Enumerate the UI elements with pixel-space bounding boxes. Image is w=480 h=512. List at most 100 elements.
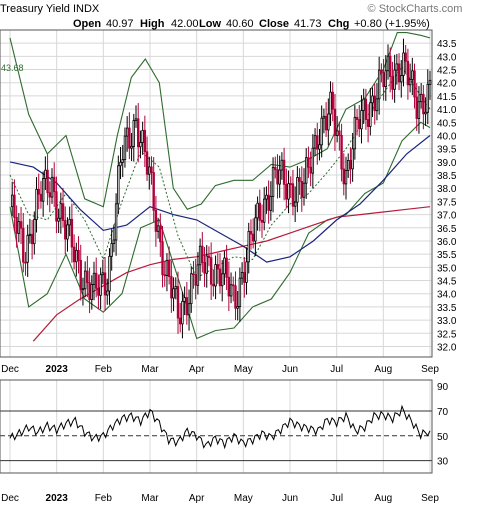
main-y-tick-label: 40.0	[437, 131, 457, 142]
candle-up	[68, 218, 71, 226]
close-label: Close	[259, 18, 289, 30]
candle-down	[307, 157, 310, 168]
rsi-y-tick-label: 30	[437, 457, 449, 468]
main-x-tick-label: Apr	[189, 364, 205, 375]
rsi-panel-border	[0, 379, 433, 474]
candle-down	[260, 219, 264, 223]
candle-up	[17, 221, 21, 234]
candle-down	[218, 268, 222, 287]
candle-up	[426, 83, 429, 113]
candle-up	[90, 284, 93, 300]
candle-up	[106, 290, 109, 296]
rsi-x-axis: Dec 2023 Feb Mar Apr May Jun Jul Aug Sep	[1, 493, 439, 504]
watermark: © StockCharts.com	[368, 3, 463, 15]
rsi-x-tick-label: Mar	[141, 493, 159, 504]
candle-down	[170, 276, 173, 299]
main-y-tick-label: 34.0	[437, 290, 457, 301]
candle-down	[333, 108, 337, 136]
candle-down	[167, 259, 171, 277]
candle-down	[324, 115, 328, 131]
candle-up	[384, 70, 387, 87]
chg-label: Chg	[328, 18, 349, 30]
candle-up	[11, 194, 14, 208]
candle-down	[234, 285, 237, 309]
main-y-tick-label: 38.0	[437, 184, 457, 195]
candle-up	[33, 219, 36, 245]
candle-down	[366, 119, 370, 127]
candle-up	[108, 255, 111, 292]
candle-up	[302, 182, 306, 198]
candle-up	[44, 169, 47, 179]
rsi-x-tick-label: May	[234, 493, 253, 504]
candle-down	[15, 216, 18, 234]
main-y-tick-label: 39.0	[437, 158, 457, 169]
candle-up	[99, 274, 102, 296]
main-x-tick-label: Feb	[95, 364, 113, 375]
candle-up	[335, 130, 339, 136]
candle-up	[400, 75, 403, 83]
candle-down	[355, 116, 359, 120]
candle-up	[247, 230, 250, 263]
candle-up	[371, 95, 374, 104]
candle-up	[229, 284, 233, 297]
candle-up	[424, 111, 427, 115]
candle-down	[159, 225, 162, 243]
candle-up	[236, 306, 239, 309]
candle-up	[360, 110, 363, 130]
rsi-x-tick-label: Aug	[374, 493, 392, 504]
candle-down	[380, 69, 383, 74]
candle-down	[227, 276, 231, 297]
candle-up	[265, 194, 268, 200]
candle-up	[263, 198, 266, 223]
candle-up	[125, 127, 129, 137]
candle-up	[123, 135, 127, 160]
candle-up	[83, 270, 87, 290]
candle-down	[389, 55, 392, 77]
main-y-tick-label: 41.0	[437, 105, 457, 116]
candle-down	[276, 169, 279, 185]
candle-up	[41, 178, 45, 202]
main-y-tick-label: 42.0	[437, 79, 457, 90]
candle-down	[203, 262, 206, 274]
candle-up	[293, 201, 297, 207]
rsi-line	[9, 404, 431, 450]
main-y-tick-label: 37.0	[437, 211, 457, 222]
candle-down	[145, 151, 149, 175]
candle-down	[22, 227, 25, 263]
candle-down	[37, 188, 40, 195]
main-x-tick-label: 2023	[46, 364, 69, 375]
high-label: High	[140, 18, 165, 30]
candle-up	[190, 273, 193, 305]
candle-down	[55, 191, 58, 222]
main-y-tick-label: 40.5	[437, 118, 457, 129]
rsi-x-tick-label: Jul	[330, 493, 343, 504]
main-y-tick-label: 36.0	[437, 237, 457, 248]
main-panel-border	[0, 29, 433, 358]
candle-up	[344, 170, 348, 185]
candle-down	[212, 283, 215, 287]
candle-down	[216, 264, 219, 270]
candle-up	[245, 261, 248, 283]
candle-up	[101, 272, 105, 276]
candle-down	[413, 70, 416, 98]
main-grid	[0, 30, 432, 357]
rsi-x-tick-label: Apr	[189, 493, 205, 504]
main-x-tick-label: Jul	[330, 364, 343, 375]
main-y-tick-label: 42.5	[437, 66, 457, 77]
candle-up	[280, 159, 284, 171]
rsi-x-tick-label: 2023	[46, 493, 69, 504]
moving-average-short-line	[9, 135, 431, 263]
candle-up	[223, 257, 226, 275]
bollinger-lower-line	[9, 121, 431, 340]
rsi-x-tick-label: Dec	[1, 493, 19, 504]
candle-down	[97, 287, 100, 296]
rsi-x-tick-label: Jun	[282, 493, 298, 504]
rsi-series-layer	[9, 404, 431, 450]
candle-up	[66, 224, 69, 240]
candle-down	[70, 218, 74, 248]
candle-up	[395, 63, 399, 71]
candle-down	[282, 159, 286, 185]
candle-down	[331, 91, 334, 110]
candle-up	[112, 239, 116, 244]
